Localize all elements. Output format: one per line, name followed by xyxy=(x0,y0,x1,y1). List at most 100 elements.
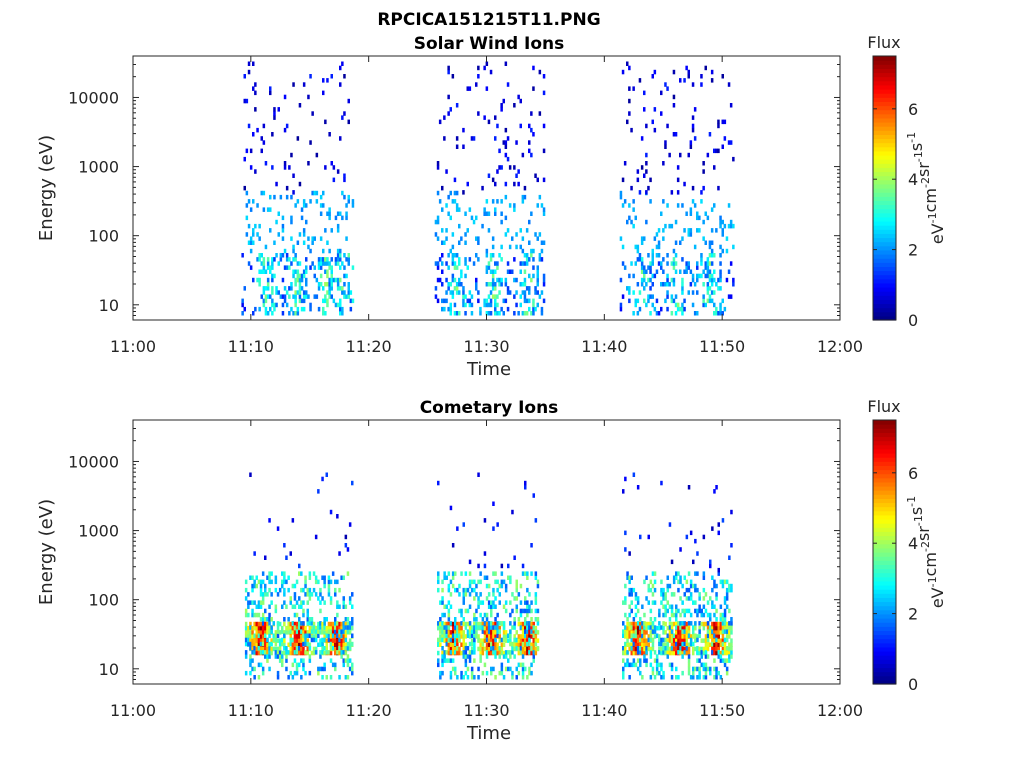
spectrogram-cell xyxy=(729,261,733,266)
spectrogram-cell xyxy=(331,662,335,668)
spectrogram-cell xyxy=(483,625,487,631)
spectrogram-cell xyxy=(470,629,474,634)
colorbar-segment xyxy=(873,315,896,321)
spectrogram-cell xyxy=(668,646,672,652)
spectrogram-cell xyxy=(249,165,253,170)
spectrogram-cell xyxy=(506,290,510,295)
spectrogram-cell xyxy=(326,290,329,295)
spectrogram-cell xyxy=(729,223,733,229)
spectrogram-cell xyxy=(626,575,629,580)
spectrogram-cell xyxy=(262,257,266,262)
spectrogram-cell xyxy=(322,298,325,304)
spectrogram-cell xyxy=(662,596,665,601)
spectrogram-cell xyxy=(647,265,650,270)
spectrogram-cell xyxy=(260,294,263,299)
spectrogram-cell xyxy=(447,571,451,576)
spectrogram-cell xyxy=(664,650,667,655)
spectrogram-cell xyxy=(662,269,665,274)
spectrogram-cell xyxy=(266,265,270,270)
spectrogram-cell xyxy=(628,675,631,680)
spectrogram-cell xyxy=(283,248,287,254)
spectrogram-cell xyxy=(666,650,669,656)
spectrogram-cell xyxy=(266,207,270,212)
spectrogram-cell xyxy=(306,633,309,638)
spectrogram-cell xyxy=(289,634,292,639)
spectrogram-cell xyxy=(288,265,291,270)
spectrogram-cell xyxy=(730,650,733,655)
spectrogram-cell xyxy=(259,650,263,655)
spectrogram-cell xyxy=(675,625,678,630)
spectrogram-cell xyxy=(264,633,267,638)
spectrogram-cell xyxy=(261,571,265,576)
spectrogram-cell xyxy=(483,65,486,71)
spectrogram-cell xyxy=(477,579,480,585)
spectrogram-cell xyxy=(266,294,270,299)
spectrogram-cell xyxy=(468,634,472,639)
spectrogram-cell xyxy=(483,298,486,304)
spectrogram-cell xyxy=(515,140,518,145)
spectrogram-cell xyxy=(302,306,306,312)
spectrogram-cell xyxy=(719,630,723,635)
spectrogram-cell xyxy=(351,592,354,597)
spectrogram-cell xyxy=(636,666,640,672)
spectrogram-cell xyxy=(692,670,695,676)
spectrogram-cell xyxy=(441,269,444,274)
spectrogram-cell xyxy=(290,306,293,312)
spectrogram-cell xyxy=(668,583,672,589)
spectrogram-cell xyxy=(645,596,648,601)
spectrogram-cell xyxy=(500,642,504,647)
spectrogram-cell xyxy=(447,617,451,622)
spectrogram-cell xyxy=(717,530,720,536)
spectrogram-cell xyxy=(657,228,661,233)
spectrogram-cell xyxy=(324,269,327,274)
spectrogram-cell xyxy=(266,630,269,635)
spectrogram-cell xyxy=(304,630,307,635)
spectrogram-cell xyxy=(473,646,476,651)
spectrogram-cell xyxy=(293,630,297,635)
spectrogram-cell xyxy=(525,253,529,258)
spectrogram-cell xyxy=(698,666,701,672)
spectrogram-cell xyxy=(259,583,263,589)
spectrogram-cell xyxy=(293,596,297,601)
spectrogram-cell xyxy=(292,294,295,299)
colorbar-segment xyxy=(873,630,896,636)
spectrogram-cell xyxy=(340,625,343,631)
spectrogram-cell xyxy=(674,132,678,137)
spectrogram-cell xyxy=(306,608,309,614)
spectrogram-cell xyxy=(645,658,648,663)
spectrogram-cell xyxy=(651,302,654,308)
colorbar-segment xyxy=(873,663,896,669)
spectrogram-cell xyxy=(723,662,727,668)
spectrogram-cell xyxy=(331,571,335,576)
spectrogram-cell xyxy=(521,194,525,200)
spectrogram-cell xyxy=(523,311,527,316)
spectrogram-cell xyxy=(702,571,706,576)
spectrogram-cell xyxy=(487,173,491,178)
spectrogram-cell xyxy=(313,294,316,299)
spectrogram-cell xyxy=(341,190,344,196)
spectrogram-cell xyxy=(540,248,544,254)
spectrogram-cell xyxy=(681,608,684,614)
spectrogram-cell xyxy=(494,286,497,291)
spectrogram-cell xyxy=(696,675,699,680)
spectrogram-cell xyxy=(500,646,504,652)
spectrogram-cell xyxy=(672,633,676,638)
spectrogram-cell xyxy=(711,621,714,627)
spectrogram-cell xyxy=(679,596,682,601)
spectrogram-cell xyxy=(727,223,731,229)
spectrogram-cell xyxy=(443,658,446,663)
spectrogram-cell xyxy=(269,90,272,96)
spectrogram-cell xyxy=(681,306,684,312)
spectrogram-cell xyxy=(338,642,341,647)
spectrogram-cell xyxy=(439,600,442,605)
spectrogram-cell xyxy=(500,199,503,204)
spectrogram-cell xyxy=(685,534,689,540)
spectrogram-cell xyxy=(462,617,465,622)
spectrogram-cell xyxy=(649,261,652,266)
spectrogram-cell xyxy=(515,232,518,237)
cometary-spectrogram xyxy=(244,472,733,680)
spectrogram-cell xyxy=(453,253,457,258)
spectrogram-cell xyxy=(258,306,261,312)
spectrogram-cell xyxy=(308,592,312,597)
spectrogram-cell xyxy=(304,625,307,631)
